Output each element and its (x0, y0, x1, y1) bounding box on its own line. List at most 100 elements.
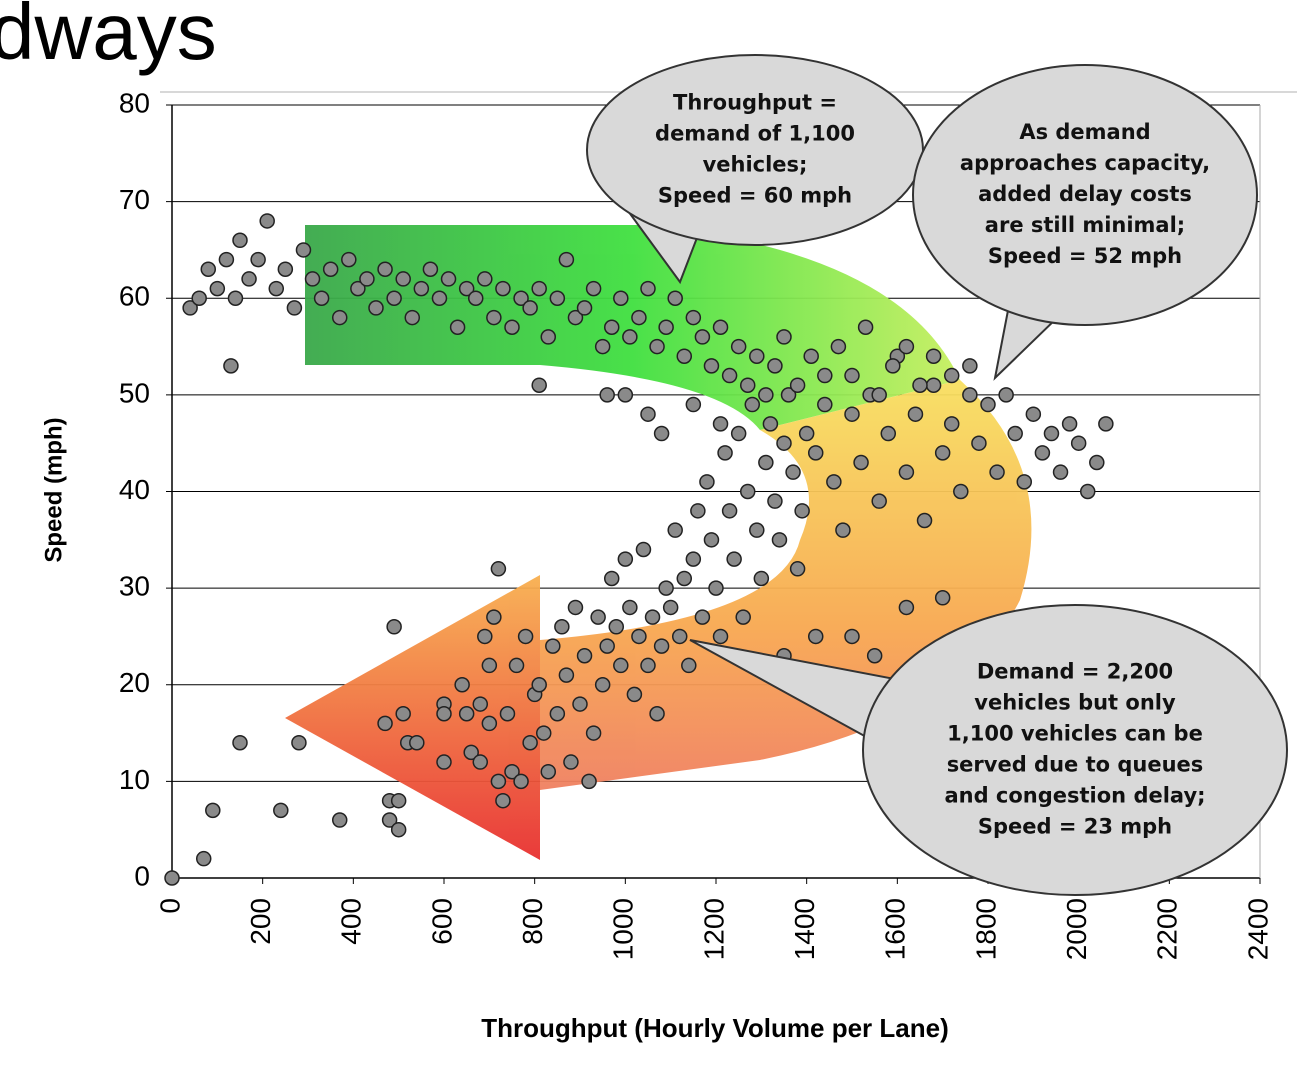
x-tick-label: 800 (517, 898, 548, 945)
point (201, 262, 215, 276)
point (768, 494, 782, 508)
point (786, 465, 800, 479)
point (609, 620, 623, 634)
point (936, 446, 950, 460)
x-tick-label: 600 (426, 898, 457, 945)
point (478, 629, 492, 643)
point (772, 533, 786, 547)
x-tick-label: 2200 (1152, 898, 1183, 960)
point (899, 465, 913, 479)
point (442, 272, 456, 286)
x-axis-label: Throughput (Hourly Volume per Lane) (481, 1013, 949, 1043)
point (324, 262, 338, 276)
point (1054, 465, 1068, 479)
point (1026, 407, 1040, 421)
point (392, 794, 406, 808)
point (546, 639, 560, 653)
point (333, 311, 347, 325)
point (1017, 475, 1031, 489)
point (487, 311, 501, 325)
point (795, 504, 809, 518)
point (718, 446, 732, 460)
point (228, 291, 242, 305)
point (432, 291, 446, 305)
point (859, 320, 873, 334)
point (827, 475, 841, 489)
point (686, 311, 700, 325)
point (641, 407, 655, 421)
point (791, 562, 805, 576)
point (378, 716, 392, 730)
point (405, 311, 419, 325)
point (396, 272, 410, 286)
point (618, 552, 632, 566)
y-tick-label: 0 (134, 860, 150, 891)
callout-text: 1,100 vehicles can be (947, 722, 1203, 746)
point (451, 320, 465, 334)
callout-text: Speed = 52 mph (988, 244, 1182, 268)
point (945, 417, 959, 431)
point (387, 291, 401, 305)
callout-text: Throughput = (673, 91, 837, 115)
point (913, 378, 927, 392)
point (523, 301, 537, 315)
point (1099, 417, 1113, 431)
callout-text: added delay costs (978, 182, 1192, 206)
point (704, 533, 718, 547)
point (578, 301, 592, 315)
point (818, 398, 832, 412)
callout-text: vehicles but only (974, 691, 1176, 715)
point (541, 330, 555, 344)
point (410, 736, 424, 750)
point (219, 253, 233, 267)
point (868, 649, 882, 663)
x-tick-label: 1000 (608, 898, 639, 960)
point (954, 485, 968, 499)
point (596, 340, 610, 354)
point (714, 417, 728, 431)
point (555, 620, 569, 634)
point (342, 253, 356, 267)
point (650, 340, 664, 354)
point (809, 446, 823, 460)
point (659, 320, 673, 334)
point (596, 678, 610, 692)
point (750, 523, 764, 537)
point (1035, 446, 1049, 460)
x-tick-label: 2400 (1242, 898, 1273, 960)
x-tick-label: 0 (154, 898, 185, 914)
point (677, 349, 691, 363)
point (791, 378, 805, 392)
y-axis-label: Speed (mph) (40, 417, 67, 562)
title: dways (0, 0, 217, 76)
point (423, 262, 437, 276)
point (741, 485, 755, 499)
point (532, 678, 546, 692)
point (437, 707, 451, 721)
point (872, 494, 886, 508)
point (333, 813, 347, 827)
point (287, 301, 301, 315)
point (745, 398, 759, 412)
point (695, 610, 709, 624)
point (455, 678, 469, 692)
point (614, 291, 628, 305)
point (587, 282, 601, 296)
point (836, 523, 850, 537)
point (845, 369, 859, 383)
callout-text: are still minimal; (985, 213, 1185, 237)
point (763, 417, 777, 431)
callout-text: approaches capacity, (960, 151, 1210, 175)
point (945, 369, 959, 383)
y-tick-label: 70 (119, 184, 150, 215)
point (392, 823, 406, 837)
point (727, 552, 741, 566)
point (682, 658, 696, 672)
point (233, 233, 247, 247)
point (972, 436, 986, 450)
x-tick-label: 1600 (880, 898, 911, 960)
point (482, 716, 496, 730)
point (872, 388, 886, 402)
point (192, 291, 206, 305)
point (677, 571, 691, 585)
